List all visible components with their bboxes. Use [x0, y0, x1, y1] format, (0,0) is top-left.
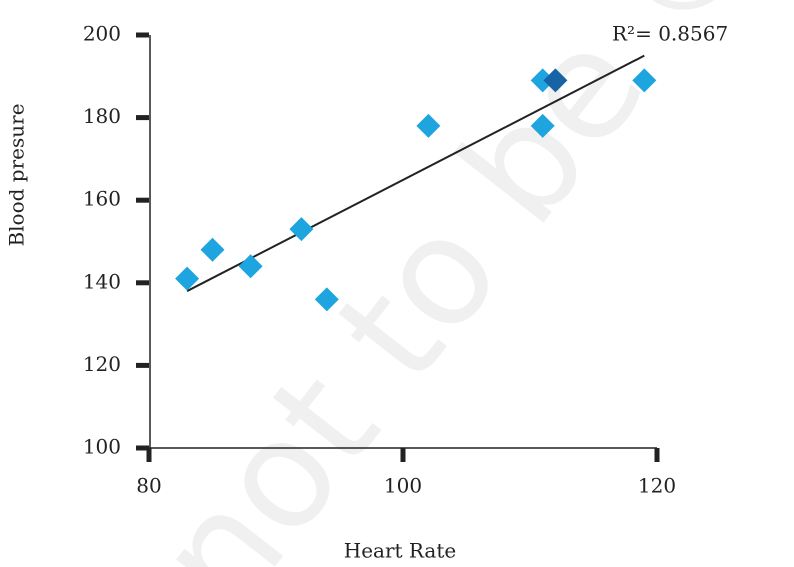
- point: [175, 266, 200, 291]
- point: [632, 68, 657, 93]
- point: [200, 237, 225, 262]
- x-tick-label: 120: [638, 474, 676, 498]
- y-tick-label: 200: [83, 22, 121, 46]
- point: [530, 68, 555, 93]
- x-tick-label: 80: [136, 474, 161, 498]
- point: [543, 68, 568, 93]
- y-tick-label: 120: [83, 352, 121, 376]
- y-axis-label: Blood presure: [5, 103, 29, 246]
- y-tick-label: 180: [83, 104, 121, 128]
- point: [530, 113, 555, 138]
- point: [289, 217, 314, 242]
- y-tick-label: 100: [83, 435, 121, 459]
- point: [416, 113, 441, 138]
- annotation: R²= 0.8567: [612, 22, 728, 46]
- point: [238, 254, 263, 279]
- point: [314, 287, 339, 312]
- x-tick-label: 100: [384, 474, 422, 498]
- y-tick-label: 140: [83, 269, 121, 293]
- y-tick-label: 160: [83, 187, 121, 211]
- x-axis-label: Heart Rate: [344, 539, 456, 563]
- trendline: [186, 54, 645, 292]
- watermark: not to be ©: [124, 0, 794, 567]
